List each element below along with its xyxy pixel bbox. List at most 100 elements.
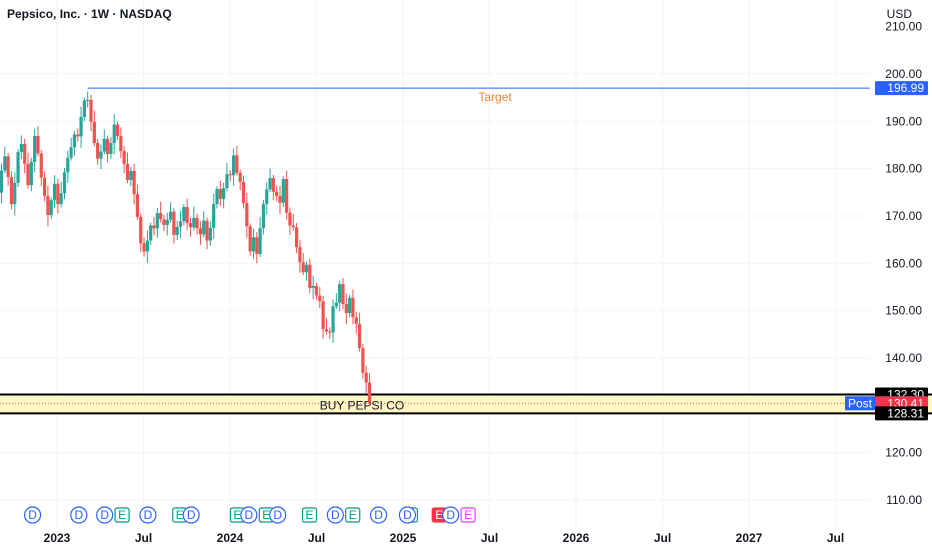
dividend-marker	[96, 506, 114, 524]
candle-body	[6, 156, 10, 178]
candle-body	[172, 211, 176, 235]
candle-body	[33, 135, 37, 162]
candle-body	[52, 183, 57, 201]
dividend-marker-label: D	[74, 508, 83, 522]
candle-body	[341, 284, 345, 305]
x-tick-label: 2027	[736, 531, 763, 545]
dividend-marker-label: D	[244, 508, 253, 522]
candle-body	[155, 213, 159, 229]
candle-body	[348, 297, 352, 314]
dividend-marker-label: D	[331, 508, 340, 522]
earnings-marker-label: E	[118, 508, 126, 522]
buy-zone-label: BUY PEPSI CO	[320, 398, 404, 412]
candle-body	[29, 161, 33, 186]
candle-body	[23, 143, 27, 164]
candle-body	[119, 135, 123, 152]
candle-body	[72, 134, 77, 148]
candle-body	[301, 262, 305, 273]
candle-body	[314, 286, 319, 296]
candle-body	[162, 219, 166, 225]
y-tick-label: 140.00	[885, 351, 922, 365]
candle-body	[82, 100, 86, 117]
earnings-marker-label: E	[349, 508, 357, 522]
post-tag-bg	[845, 396, 875, 411]
candle-body	[46, 196, 50, 216]
x-tick-label: Jul	[481, 531, 498, 545]
candle-body	[122, 151, 126, 164]
candle-body	[39, 153, 43, 178]
candle-body	[139, 216, 143, 244]
candle-body	[42, 177, 47, 197]
candle-body	[149, 225, 153, 241]
candle-body	[324, 329, 329, 332]
candle-body	[311, 286, 315, 288]
candle-body	[182, 206, 186, 222]
candle-body	[338, 284, 342, 303]
candle-body	[331, 306, 335, 333]
candle-body	[294, 227, 299, 248]
candle-body	[278, 196, 282, 203]
candle-body	[145, 240, 149, 252]
y-tick-label: 150.00	[885, 304, 922, 318]
candle-body	[288, 212, 292, 226]
candle-body	[49, 200, 53, 216]
y-tick-label: 170.00	[885, 209, 922, 223]
candle-body	[334, 302, 338, 307]
earnings-marker-label: E	[233, 508, 241, 522]
candle-body	[79, 116, 83, 137]
candle-body	[215, 188, 219, 205]
candle-body	[142, 243, 146, 252]
candle-body	[235, 155, 239, 173]
candle-body	[105, 138, 110, 154]
candle-body	[168, 211, 173, 220]
candle-body	[96, 143, 100, 159]
candle-body	[36, 135, 40, 154]
dividend-marker-label: D	[144, 508, 153, 522]
candle-body	[132, 170, 136, 195]
candle-body	[238, 172, 242, 182]
candle-body	[62, 172, 67, 194]
candle-body	[205, 220, 209, 241]
earnings-marker	[345, 507, 361, 523]
candle-body	[56, 183, 60, 205]
y-tick-label: 180.00	[885, 162, 922, 176]
y-tick-label: 190.00	[885, 114, 922, 128]
earnings-marker-label: E	[464, 508, 472, 522]
currency-label[interactable]: USD	[886, 7, 912, 21]
earnings-marker-label: E	[305, 508, 313, 522]
candle-body	[202, 220, 206, 235]
candle-body	[231, 155, 236, 176]
candle-body	[125, 163, 130, 180]
candle-body	[212, 204, 216, 228]
earnings-marker-label: E	[176, 508, 184, 522]
candle-body	[241, 181, 246, 204]
dividend-marker	[70, 506, 88, 524]
candle-body	[281, 179, 285, 203]
candle-body	[361, 348, 365, 373]
candle-body	[0, 170, 4, 193]
candle-body	[13, 182, 17, 205]
x-tick-label: 2025	[390, 531, 417, 545]
candle-body	[16, 152, 20, 183]
x-tick-label: Jul	[827, 531, 844, 545]
candle-body	[92, 121, 96, 144]
earnings-marker-label: E	[262, 508, 270, 522]
candle-body	[165, 219, 169, 225]
candle-body	[195, 217, 199, 229]
dividend-marker	[240, 506, 258, 524]
candle-body	[175, 226, 179, 235]
candle-body	[261, 204, 266, 229]
candle-body	[351, 297, 355, 318]
candle-body	[59, 193, 63, 205]
candle-body	[112, 124, 116, 144]
dividend-marker-label: D	[273, 508, 282, 522]
target-price-tag: 196.99	[887, 81, 924, 95]
candle-body	[268, 178, 272, 190]
dividend-marker	[326, 506, 344, 524]
dividend-marker-label: D	[403, 508, 412, 522]
candle-body	[9, 177, 14, 205]
candle-body	[245, 203, 249, 227]
x-tick-label: 2024	[217, 531, 244, 545]
candle-body	[198, 228, 203, 235]
